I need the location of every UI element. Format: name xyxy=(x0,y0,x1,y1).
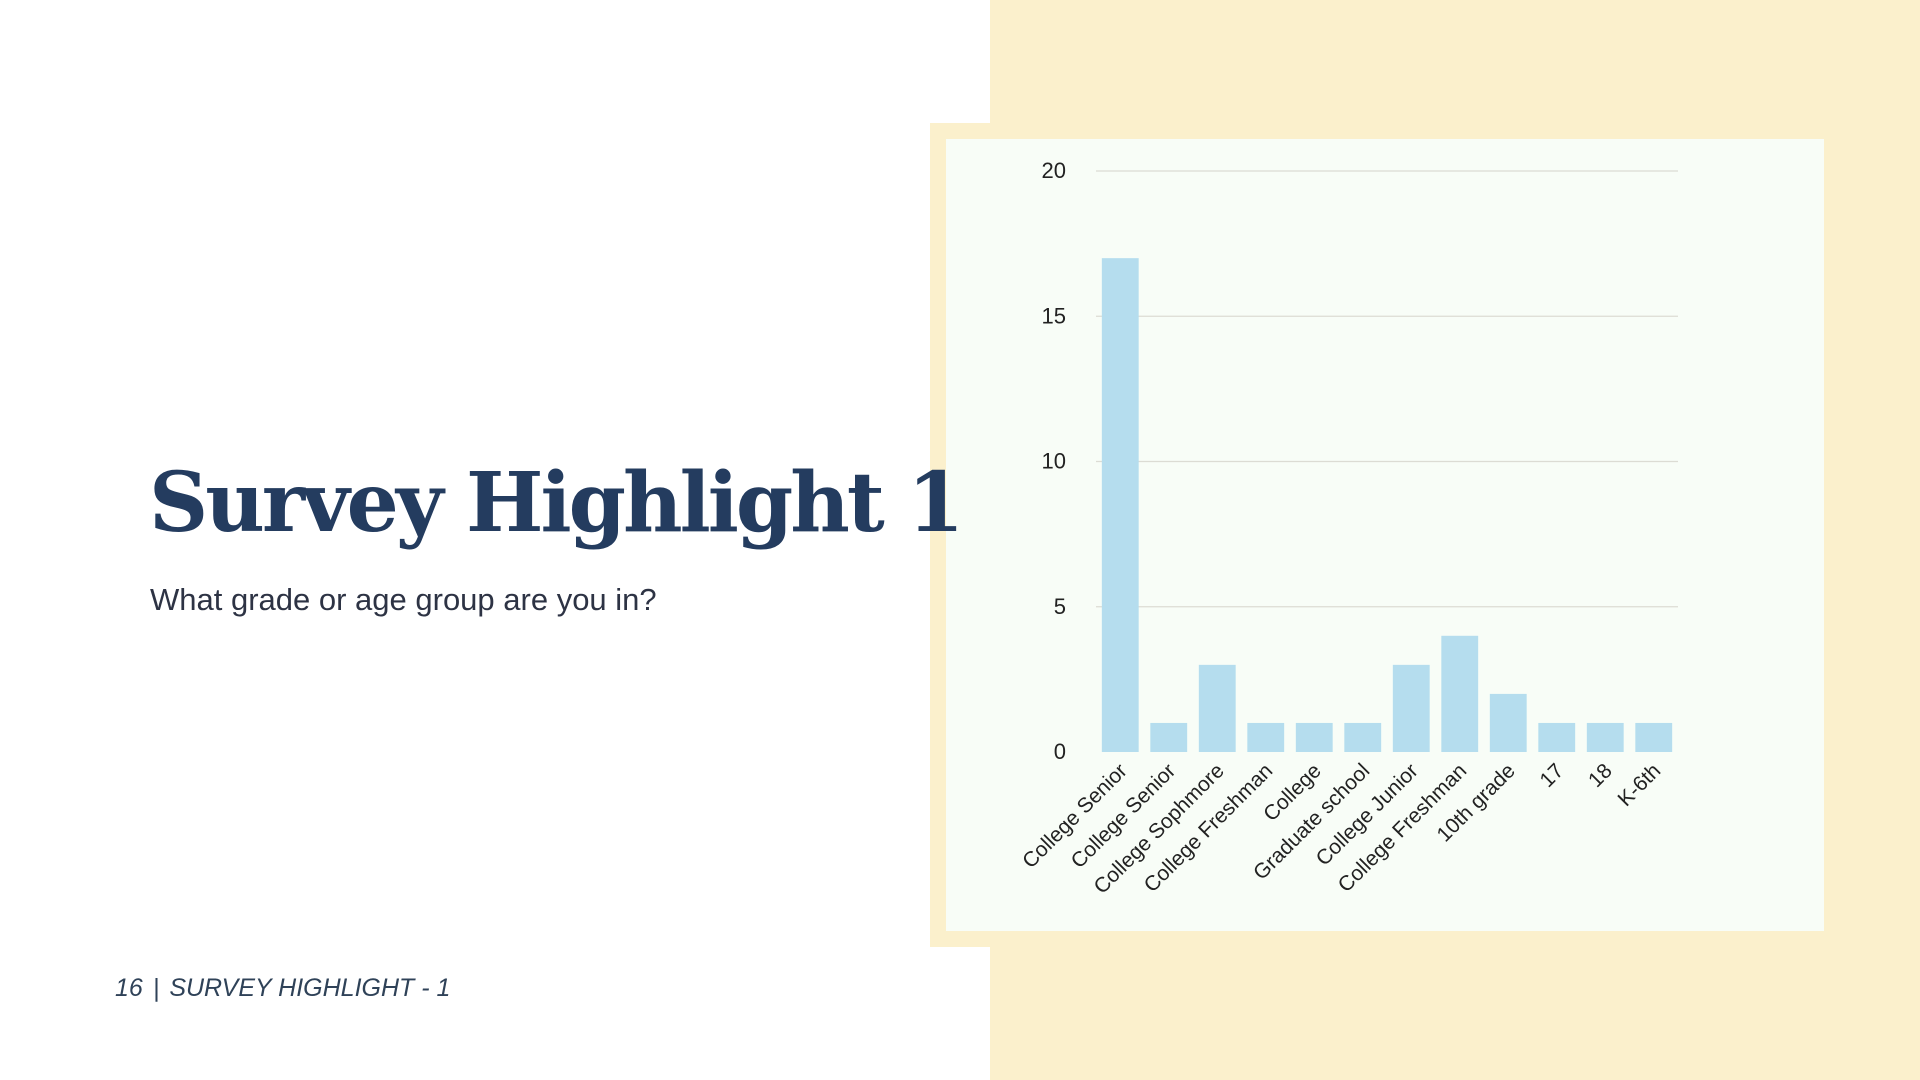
y-tick-label: 20 xyxy=(1042,158,1066,183)
footer-section-label: SURVEY HIGHLIGHT - 1 xyxy=(169,974,451,1002)
footer-separator: | xyxy=(152,974,160,1002)
footer-page-number: 16 xyxy=(115,974,143,1002)
bar xyxy=(1586,722,1624,752)
bar xyxy=(1392,664,1430,752)
x-tick-label: K-6th xyxy=(1614,759,1666,811)
bar xyxy=(1150,722,1188,752)
page-subtitle: What grade or age group are you in? xyxy=(150,582,657,617)
bar xyxy=(1295,722,1333,752)
x-tick-label: 17 xyxy=(1536,759,1569,792)
bar xyxy=(1198,664,1236,752)
page-title: Survey Highlight 1 xyxy=(149,455,964,551)
x-tick-label: 18 xyxy=(1584,759,1617,792)
y-tick-label: 0 xyxy=(1054,739,1066,764)
bar xyxy=(1344,722,1382,752)
y-tick-label: 5 xyxy=(1054,594,1066,619)
bar xyxy=(1441,635,1479,752)
y-tick-label: 15 xyxy=(1042,303,1066,328)
footer: 16 | SURVEY HIGHLIGHT - 1 xyxy=(115,974,450,1003)
bar xyxy=(1538,722,1576,752)
bar xyxy=(1489,693,1527,752)
bar xyxy=(1635,722,1673,752)
bar xyxy=(1101,258,1139,752)
y-tick-label: 10 xyxy=(1042,449,1066,474)
chart-card: 0 5 10 15 20 College Senior College Senior Coll… xyxy=(946,139,1824,931)
bar xyxy=(1247,722,1285,752)
